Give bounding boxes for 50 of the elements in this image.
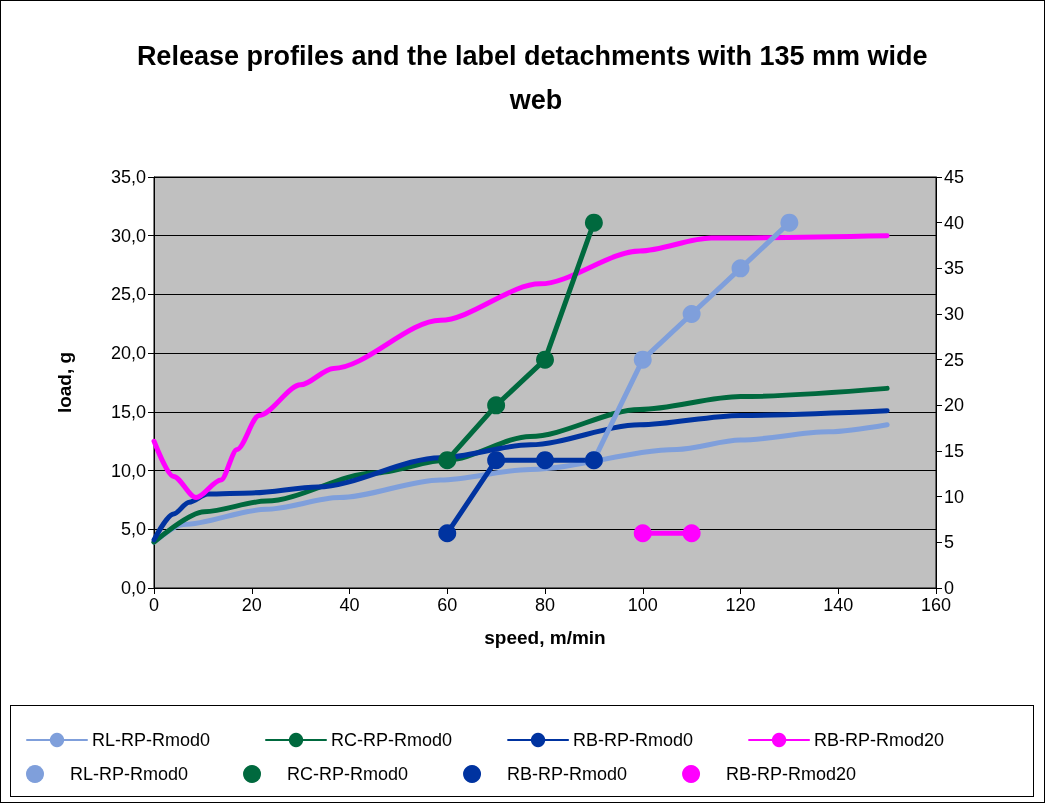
legend-label: RL-RP-Rmod0 [70, 764, 189, 784]
point [536, 350, 554, 369]
point [682, 524, 701, 543]
y2-tick-label: 0 [944, 578, 955, 598]
point [780, 213, 799, 232]
y-tick-label: 0,0 [120, 578, 146, 598]
y2-tick-label: 30 [944, 304, 965, 324]
x-tick-label: 0 [148, 595, 160, 615]
y2-tick-label: 10 [944, 486, 965, 507]
legend-label: RB-RP-Rmod0 [573, 730, 694, 750]
y-tick-label: 20,0 [110, 343, 146, 364]
legend-label: RB-RP-Rmod20 [814, 730, 945, 750]
x-tick-label: 140 [823, 595, 854, 615]
x-tick-label: 120 [725, 595, 756, 615]
point [487, 451, 506, 470]
y2-tick-label: 45 [944, 167, 965, 187]
x-axis-title: speed, m/min [484, 627, 606, 648]
y-tick-label: 25,0 [110, 284, 146, 305]
y2-tick-label: 35 [944, 258, 965, 279]
y-tick-label: 10,0 [110, 460, 146, 481]
y-axis-title: load, g [54, 351, 75, 414]
y2-tick-label: 40 [944, 212, 965, 233]
point [731, 259, 750, 278]
x-tick-label: 100 [627, 595, 658, 615]
y-tick-label: 5,0 [120, 519, 146, 540]
chart-title: Release profiles and the label detachments with 135 mm wide web [136, 41, 936, 115]
point [633, 524, 652, 543]
point [633, 350, 652, 369]
legend-label: RB-RP-Rmod0 [507, 764, 628, 784]
legend-label: RB-RP-Rmod20 [726, 764, 857, 784]
legend-label: RC-RP-Rmod0 [287, 764, 409, 784]
point [682, 305, 701, 323]
y-tick-label: 35,0 [110, 167, 146, 187]
legend-label: RL-RP-Rmod0 [92, 730, 211, 750]
point [487, 396, 506, 415]
y2-tick-label: 25 [944, 349, 965, 370]
point [584, 213, 603, 232]
y2-tick-label: 20 [944, 395, 965, 416]
point [536, 451, 554, 470]
y-tick-label: 30,0 [110, 225, 146, 246]
x-tick-label: 60 [437, 595, 458, 615]
x-tick-label: 160 [920, 595, 952, 615]
x-tick-label: 20 [241, 595, 262, 615]
x-tick-label: 40 [339, 595, 360, 615]
y2-tick-label: 15 [944, 441, 965, 461]
legend-label: RC-RP-Rmod0 [331, 730, 453, 750]
x-tick-label: 80 [534, 595, 556, 615]
y2-tick-label: 5 [944, 532, 955, 553]
point [438, 524, 457, 543]
y-tick-label: 15,0 [110, 401, 146, 422]
